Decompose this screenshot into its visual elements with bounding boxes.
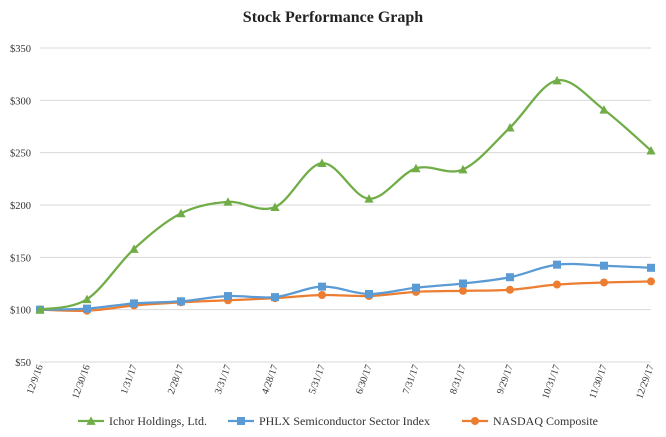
legend-marker <box>471 417 479 425</box>
y-tick-label: $50 <box>15 358 31 369</box>
y-tick-label: $300 <box>10 96 31 107</box>
legend-item: Ichor Holdings, Ltd. <box>78 414 207 428</box>
x-tick-label: 5/31/17 <box>307 363 328 395</box>
data-point-marker <box>318 282 326 291</box>
series-lines <box>35 75 656 315</box>
x-tick-label: 9/29/17 <box>495 363 516 395</box>
data-point-marker <box>553 260 561 269</box>
data-point-marker <box>459 279 467 288</box>
data-point-marker <box>552 75 562 85</box>
data-point-marker <box>223 197 233 206</box>
data-point-marker <box>365 289 373 298</box>
data-point-marker <box>82 294 92 304</box>
x-tick-label: 8/31/17 <box>448 363 469 395</box>
x-tick-label: 2/28/17 <box>166 363 187 395</box>
data-point-marker <box>271 293 279 302</box>
data-point-marker <box>177 297 185 306</box>
data-point-marker <box>506 285 514 294</box>
gridlines <box>40 47 651 363</box>
data-point-marker <box>506 273 514 282</box>
y-tick-label: $150 <box>10 253 31 264</box>
data-point-marker <box>411 163 421 173</box>
legend-label: NASDAQ Composite <box>493 414 598 428</box>
y-axis-tick-labels: $50 $100 $150 $200 $250 $300 $350 <box>10 44 31 369</box>
data-point-marker <box>505 122 515 132</box>
data-point-marker <box>364 194 374 203</box>
data-point-marker <box>129 244 139 253</box>
legend: Ichor Holdings, Ltd. PHLX Semiconductor S… <box>78 414 598 428</box>
data-point-marker <box>35 305 45 314</box>
x-tick-label: 1/31/17 <box>119 363 140 395</box>
data-point-marker <box>412 283 420 292</box>
x-tick-label: 12/30/16 <box>70 363 92 400</box>
x-tick-label: 10/31/17 <box>540 363 562 400</box>
x-tick-label: 3/31/17 <box>213 363 234 395</box>
data-point-marker <box>600 278 608 287</box>
legend-item: NASDAQ Composite <box>462 414 598 428</box>
data-point-marker <box>459 286 467 295</box>
data-point-marker <box>646 145 656 155</box>
legend-marker <box>86 416 96 425</box>
y-tick-label: $200 <box>10 201 31 212</box>
chart-title: Stock Performance Graph <box>243 9 424 26</box>
x-tick-label: 11/30/17 <box>587 363 609 400</box>
x-tick-label: 7/31/17 <box>401 363 422 395</box>
x-axis-tick-labels: 12/9/16 12/30/16 1/31/17 2/28/17 3/31/17 4/28… <box>25 363 657 400</box>
legend-item: PHLX Semiconductor Sector Index <box>228 414 430 428</box>
data-point-marker <box>647 277 655 286</box>
data-point-marker <box>176 208 186 218</box>
y-tick-label: $350 <box>10 44 31 55</box>
series-line <box>39 79 652 311</box>
y-tick-label: $250 <box>10 149 31 160</box>
data-point-marker <box>224 292 232 301</box>
legend-label: PHLX Semiconductor Sector Index <box>259 414 430 428</box>
series-circle <box>36 277 655 315</box>
x-tick-label: 4/28/17 <box>260 363 281 395</box>
data-point-marker <box>553 280 561 289</box>
legend-marker <box>237 417 245 425</box>
y-tick-label: $100 <box>10 306 31 317</box>
data-point-marker <box>130 299 138 308</box>
series-triangle <box>35 75 656 314</box>
data-point-marker <box>600 261 608 270</box>
data-point-marker <box>458 164 468 174</box>
legend-label: Ichor Holdings, Ltd. <box>109 414 207 428</box>
x-tick-label: 12/29/17 <box>634 363 656 400</box>
data-point-marker <box>83 304 91 313</box>
data-point-marker <box>270 202 280 212</box>
x-tick-label: 6/30/17 <box>354 363 375 395</box>
data-point-marker <box>647 263 655 272</box>
data-point-marker <box>317 158 327 168</box>
data-point-marker <box>599 105 609 114</box>
data-point-marker <box>318 291 326 300</box>
